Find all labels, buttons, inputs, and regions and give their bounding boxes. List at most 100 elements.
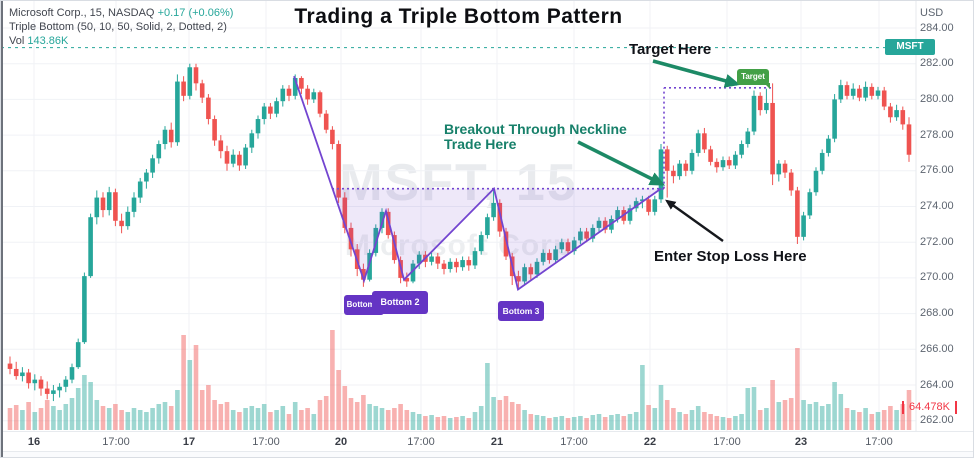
volume-bar — [770, 380, 775, 430]
volume-bar — [243, 408, 248, 430]
volume-pane — [7, 330, 912, 430]
volume-bar — [274, 410, 279, 430]
volume-bar — [819, 406, 825, 430]
volume-bar — [485, 363, 490, 430]
candle — [460, 260, 465, 268]
chart-legend[interactable]: Microsoft Corp., 15, NASDAQ +0.17 (+0.06… — [9, 6, 233, 48]
volume-bar — [398, 404, 403, 430]
legend-volume-row[interactable]: Vol 143.86K — [9, 34, 233, 48]
volume-bar — [44, 400, 50, 430]
candle — [385, 211, 391, 236]
candle — [249, 133, 255, 148]
volume-bar — [844, 408, 850, 430]
candle — [317, 92, 323, 114]
candle — [330, 129, 335, 145]
target-arrow — [652, 59, 741, 88]
candle — [745, 131, 751, 145]
volume-bar — [472, 412, 478, 430]
volume-bar — [869, 414, 875, 430]
candle — [826, 138, 831, 153]
volume-bar — [857, 412, 862, 430]
candle — [63, 379, 69, 387]
frame-left-edge — [1, 1, 3, 457]
volume-bar — [671, 408, 676, 430]
volume-bar — [330, 330, 335, 430]
volume-bar — [175, 390, 180, 430]
volume-bar — [609, 415, 614, 430]
volume-bar — [751, 387, 757, 430]
candle — [212, 119, 217, 141]
candle — [503, 231, 509, 257]
volume-bar — [354, 402, 360, 430]
candle — [410, 263, 416, 282]
candle — [714, 161, 720, 168]
volume-bar — [249, 406, 255, 430]
volume-bar — [714, 416, 720, 430]
volume-bar — [640, 365, 645, 430]
candle — [261, 106, 267, 120]
volume-bar — [131, 408, 137, 430]
candle — [323, 113, 329, 130]
candle — [720, 160, 726, 168]
bottom2-badge: Bottom 2 — [372, 291, 428, 314]
legend-symbol-row[interactable]: Microsoft Corp., 15, NASDAQ +0.17 (+0.06… — [9, 6, 233, 20]
time-axis[interactable]: 16 17:00 17 17:00 20 17:00 21 17:00 22 17:00 23 17:… — [1, 431, 973, 452]
target-badge: Target — [737, 69, 770, 89]
volume-bar — [280, 406, 286, 430]
candle — [838, 85, 844, 100]
volume-bar — [119, 410, 124, 430]
volume-bar — [447, 418, 453, 430]
time-axis-label: 17 — [182, 436, 196, 448]
candle — [131, 197, 137, 212]
bottom3-badge: Bottom 3 — [498, 301, 544, 321]
volume-bar — [516, 404, 521, 430]
price-axis-label: 274.00 — [920, 200, 954, 212]
volume-bar — [460, 416, 465, 430]
price-axis-label: 270.00 — [920, 271, 954, 284]
volume-bar — [410, 412, 416, 430]
volume-bar — [187, 360, 193, 430]
candle — [832, 99, 837, 139]
candle — [416, 254, 422, 264]
volume-bar — [602, 417, 608, 430]
volume-bar — [268, 412, 273, 430]
candle — [113, 192, 118, 221]
annotation-target-here: Target Here — [629, 41, 712, 58]
volume-bar — [888, 406, 893, 430]
time-axis-label: 23 — [794, 436, 808, 448]
volume-bar — [150, 408, 155, 430]
candle — [497, 202, 503, 232]
price-axis-label: 266.00 — [920, 342, 954, 355]
volume-bar — [540, 416, 546, 430]
volume-bar — [323, 396, 329, 430]
candle — [590, 227, 596, 239]
volume-bar — [113, 404, 118, 430]
candle — [193, 67, 199, 84]
volume-bar — [906, 390, 912, 430]
volume-bar — [311, 414, 317, 430]
volume-bar — [7, 408, 13, 430]
volume-bar — [20, 410, 25, 430]
volume-bar — [832, 382, 837, 430]
candle — [367, 252, 372, 280]
candle — [596, 220, 602, 228]
candle — [807, 192, 813, 216]
legend-indicator-row[interactable]: Triple Bottom (50, 10, 50, Solid, 2, Dot… — [9, 21, 227, 33]
candle — [485, 217, 490, 236]
candle — [162, 129, 168, 145]
volume-bar — [795, 348, 800, 430]
volume-bar — [224, 402, 230, 430]
candle — [739, 144, 744, 155]
volume-bar — [534, 415, 540, 430]
price-axis[interactable]: 284.00 282.00 280.00 278.00 276.00 274.00 272.… — [916, 1, 973, 451]
annotation-arrows — [577, 59, 741, 242]
bottom-strip — [1, 451, 973, 457]
candle — [547, 252, 552, 261]
volume-bar — [379, 408, 385, 430]
volume-bar — [584, 418, 589, 430]
triple-bottom-pattern — [293, 75, 773, 292]
candle — [652, 199, 658, 212]
volume-bar — [615, 414, 620, 430]
candle — [702, 133, 707, 150]
